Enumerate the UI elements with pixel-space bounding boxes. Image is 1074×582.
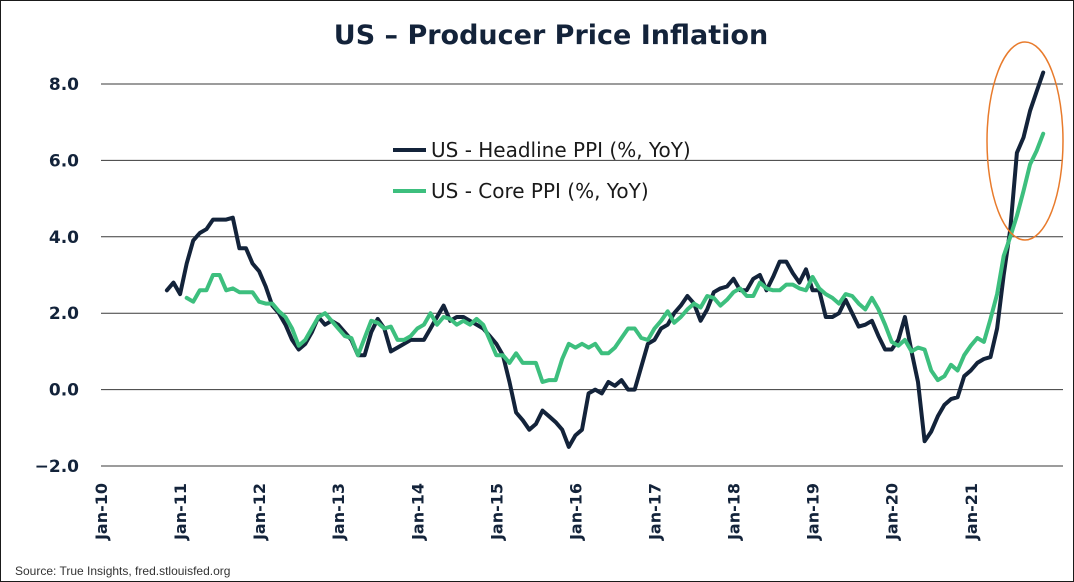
x-tick-label: Jan-18 (725, 483, 744, 541)
chart-title: US – Producer Price Inflation (334, 20, 768, 51)
y-tick-label: 8.0 (49, 75, 79, 95)
x-tick-label: Jan-15 (487, 483, 506, 541)
x-tick-label: Jan-11 (171, 483, 190, 541)
source-note: Source: True Insights, fred.stlouisfed.o… (15, 564, 230, 578)
series-line-headline-ppi (164, 70, 1046, 449)
x-tick-label: Jan-21 (962, 483, 981, 541)
x-tick-label: Jan-10 (92, 483, 111, 541)
gridlines (101, 83, 1063, 467)
x-tick-label: Jan-20 (883, 483, 902, 541)
series-line-core-ppi (184, 131, 1046, 384)
y-tick-label: 6.0 (49, 151, 79, 171)
legend-label-core: US - Core PPI (%, YoY) (431, 179, 649, 203)
x-tick-label: Jan-16 (566, 483, 585, 541)
legend-label-headline: US - Headline PPI (%, YoY) (431, 138, 691, 162)
series-lines (164, 70, 1046, 449)
y-tick-label: 2.0 (49, 304, 79, 324)
y-tick-label: 0.0 (49, 381, 79, 401)
x-tick-label: Jan-17 (645, 483, 664, 541)
x-tick-label: Jan-12 (250, 483, 269, 541)
y-axis-ticks: −2.0 0.0 2.0 4.0 6.0 8.0 (35, 75, 80, 477)
legend: US - Headline PPI (%, YoY) US - Core PPI… (393, 138, 691, 203)
y-tick-label: 4.0 (49, 228, 79, 248)
x-tick-label: Jan-19 (804, 483, 823, 541)
y-tick-label: −2.0 (35, 457, 80, 477)
highlight-ellipse-annotation (986, 41, 1064, 241)
x-tick-label: Jan-14 (408, 483, 427, 541)
x-tick-label: Jan-13 (329, 483, 348, 541)
x-axis-ticks: Jan-10 Jan-11 Jan-12 Jan-13 Jan-14 Jan-15 Jan-… (92, 483, 981, 541)
